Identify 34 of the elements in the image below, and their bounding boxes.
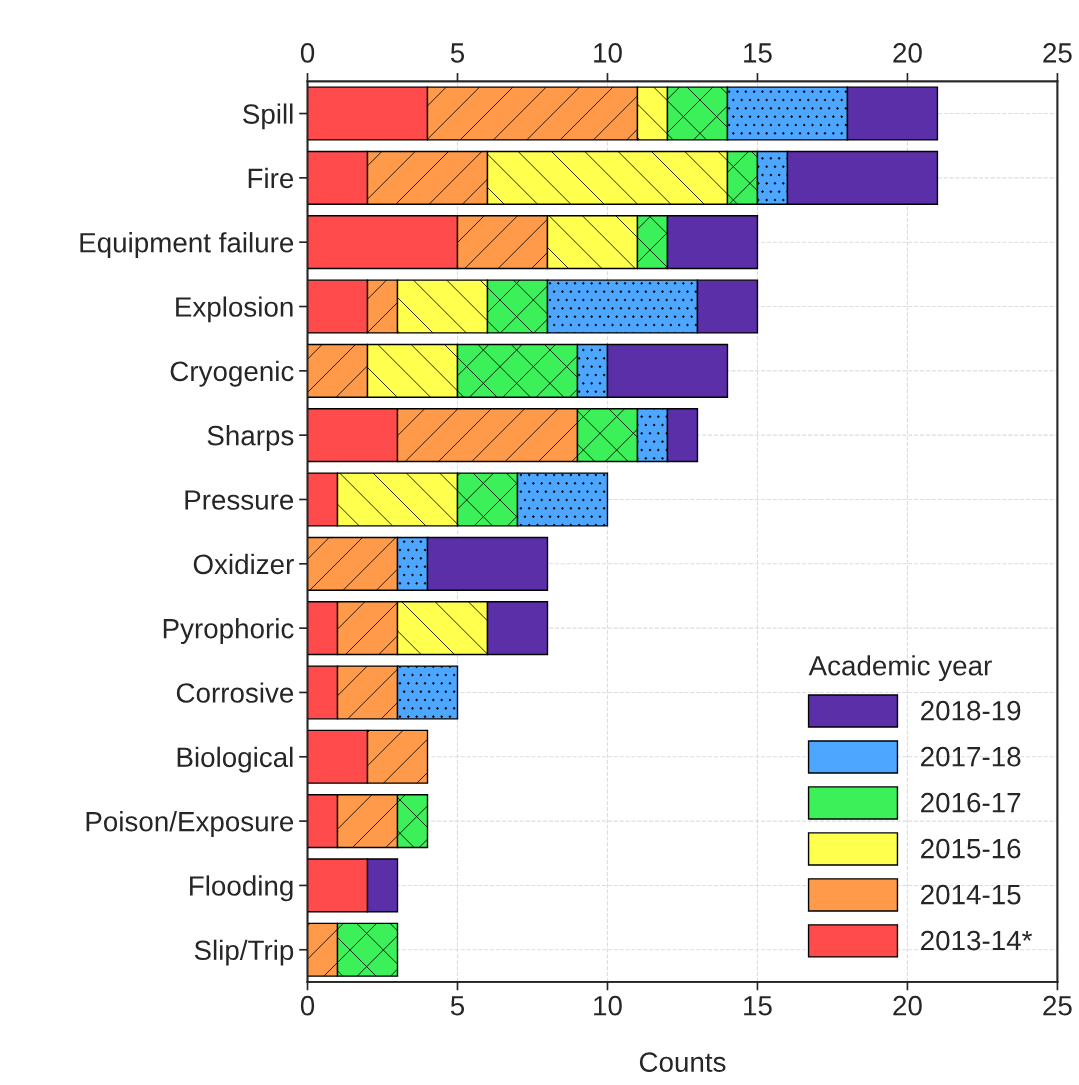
x2-tick-label: 15 bbox=[744, 43, 772, 63]
x2-tick-label: 20 bbox=[893, 43, 922, 63]
y-tick-label: Cryogenic bbox=[170, 360, 294, 387]
x2-tick-label: 5 bbox=[450, 43, 465, 63]
legend-label: 2016-17 bbox=[921, 792, 1021, 813]
y-tick-label: Spill bbox=[243, 103, 293, 130]
y-tick-label: Oxidizer bbox=[193, 553, 294, 575]
y-tick-label: Fire bbox=[248, 167, 294, 189]
legend-title: Academic year bbox=[808, 655, 992, 682]
x-tick-label: 0 bbox=[300, 995, 315, 1016]
x-tick-label: 10 bbox=[594, 995, 622, 1016]
y-tick-label: Corrosive bbox=[176, 682, 294, 703]
legend-label: 2013-14* bbox=[921, 930, 1032, 951]
y-tick-label: Pyrophoric bbox=[163, 618, 294, 644]
y-tick-label: Pressure bbox=[185, 490, 294, 510]
legend-label: 2015-16 bbox=[921, 838, 1021, 859]
y-tick-label: Equipment failure bbox=[80, 232, 294, 259]
legend-label: 2014-15 bbox=[921, 884, 1021, 905]
y-tick-label: Flooding bbox=[190, 875, 293, 902]
x-tick-label: 25 bbox=[1043, 995, 1072, 1016]
y-tick-label: Sharps bbox=[207, 425, 294, 451]
y-tick-label: Poison/Exposure bbox=[86, 811, 294, 837]
x-tick-label: 5 bbox=[450, 996, 465, 1016]
legend-label: 2018-19 bbox=[921, 700, 1021, 721]
x2-tick-label: 10 bbox=[594, 43, 622, 63]
legend-label: 2017-18 bbox=[921, 746, 1021, 767]
x2-tick-label: 0 bbox=[300, 43, 315, 63]
x-tick-label: 15 bbox=[744, 996, 772, 1016]
x2-tick-label: 25 bbox=[1043, 43, 1072, 63]
y-tick-label: Biological bbox=[177, 746, 293, 773]
x-tick-label: 20 bbox=[893, 995, 922, 1016]
x-axis-title: Counts bbox=[639, 1052, 726, 1072]
y-tick-label: Explosion bbox=[176, 296, 293, 323]
y-tick-label: Slip/Trip bbox=[194, 939, 294, 966]
